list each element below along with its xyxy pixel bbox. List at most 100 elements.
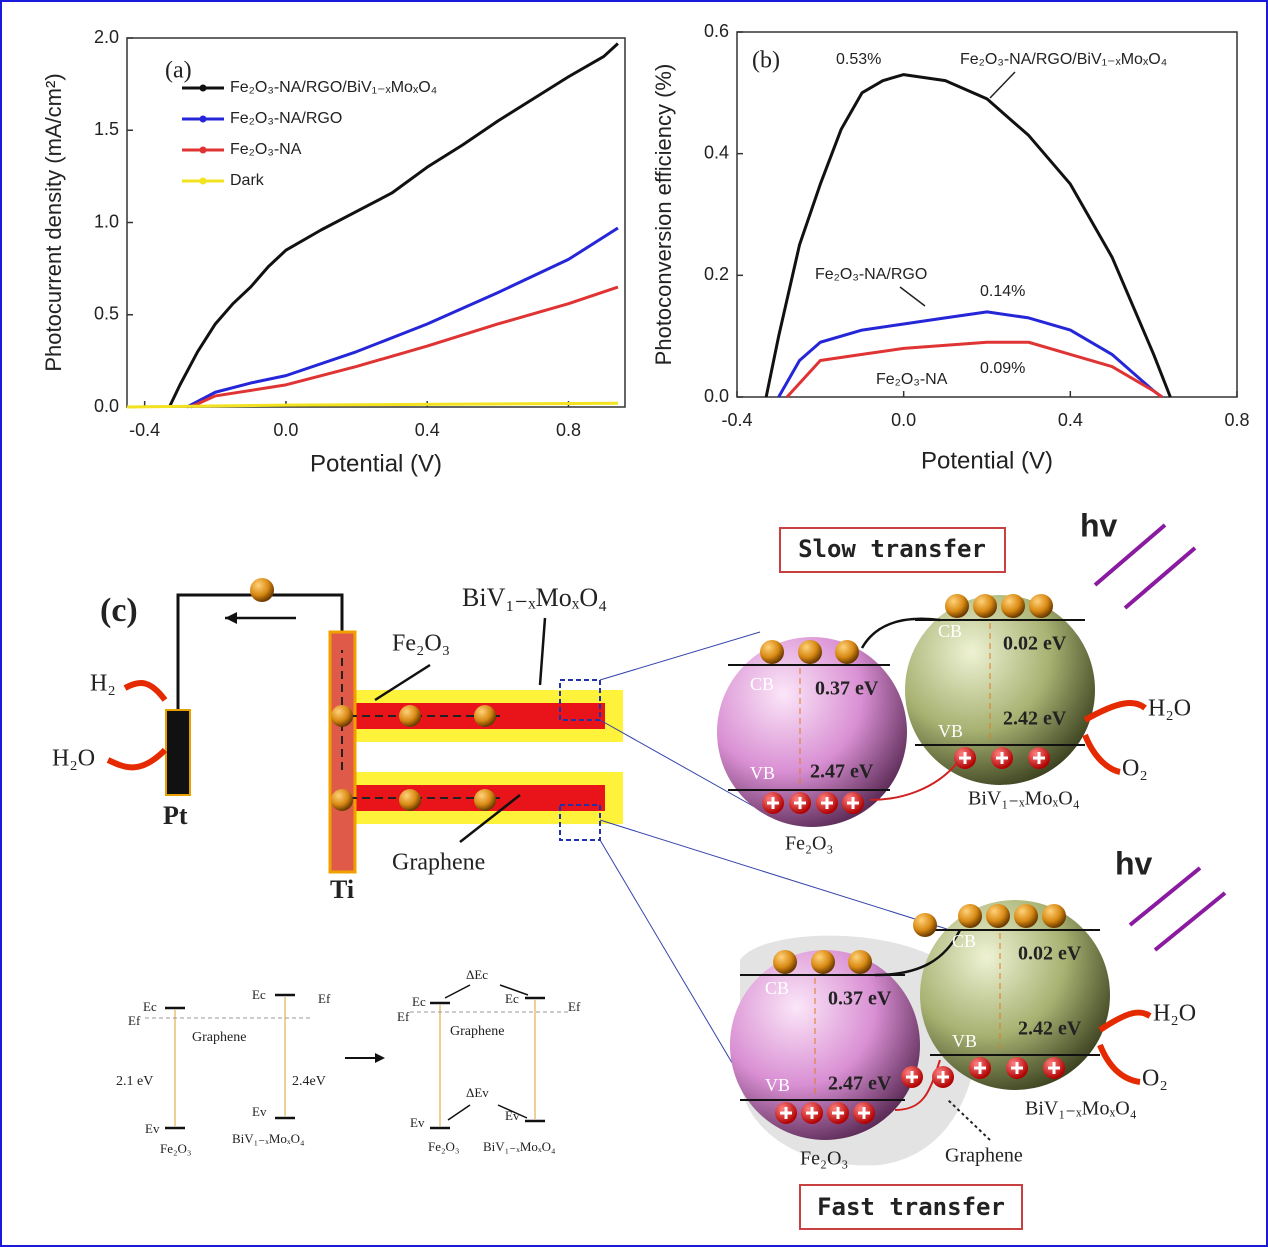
y-tick-label: 0.0 [94,396,119,416]
label: Ec [412,994,426,1009]
label: Ec [505,991,519,1006]
data-line [191,287,618,407]
y-tick-label: 1.0 [94,211,119,231]
label: Graphene [450,1024,504,1039]
electron [331,705,353,727]
electron [399,789,421,811]
y-axis-label: Photoconversion efficiency (%) [651,64,676,366]
legend-label: Fe₂O₃-NA/RGO [230,110,342,127]
charts: (a) (b) 0.53% Fe₂O₃-NA/RGO/BiV₁₋ₓMoₓO₄ F… [41,21,1250,478]
y-tick-label: 0.4 [704,142,729,162]
electron [1014,904,1038,928]
annotation: Fe₂O₃-NA/RGO/BiV₁₋ₓMoₓO₄ [960,51,1167,68]
panel-label: (c) [100,592,138,629]
x-axis-label: Potential (V) [310,450,442,477]
label: H₂O [52,746,95,772]
label: Graphene [192,1030,246,1045]
label: Fe₂O₃ [392,631,450,657]
label: Ev [252,1104,267,1119]
y-tick-label: 0.6 [704,21,729,41]
y-tick-label: 0.2 [704,264,729,284]
data-line [766,75,1170,397]
reaction-arrow [1100,1045,1140,1082]
label: H₂O [1153,1001,1196,1027]
legend-marker [200,116,207,123]
label: Graphene [945,1145,1023,1167]
electron [1001,594,1025,618]
arrow-head [225,612,237,624]
label: 2.47 eV [828,1073,892,1095]
legend-label: Fe₂O₃-NA [230,141,302,158]
x-tick-label: 0.0 [273,420,298,440]
x-tick-label: 0.4 [1058,410,1083,430]
electron [1029,594,1053,618]
annotation-arrow [990,72,1015,98]
label: Pt [163,801,188,830]
zoom-line [600,632,760,680]
electron [1042,904,1066,928]
wire [178,595,342,710]
y-tick-label: 0.5 [94,304,119,324]
label: Ev [145,1121,160,1136]
pointer [948,1100,990,1140]
label: Ev [505,1108,520,1123]
label: Slow transfer [798,535,986,563]
label: 2.42 eV [1018,1018,1082,1040]
x-tick-label: 0.4 [415,420,440,440]
legend-marker [200,178,207,185]
label: Fe₂O₃ [160,1141,191,1156]
x-tick-label: 0.8 [556,420,581,440]
label: O₂ [1122,756,1148,782]
label: VB [765,1075,790,1095]
band-labels: Ef Ec Graphene 2.1 eV Ev Fe₂O₃ Ec Ef 2.4… [116,967,581,1156]
label: BiV₁₋ₓMoₓO₄ [483,1139,556,1154]
label: BiV₁₋ₓMoₓO₄ [232,1131,305,1146]
label: VB [750,763,775,783]
label: BiV₁₋ₓMoₓO₄ [1025,1098,1137,1120]
zoom-line [600,820,950,930]
electron [973,594,997,618]
panel-label: (b) [752,48,780,74]
reaction-arrow [1085,735,1120,772]
annotation-arrow [900,287,925,306]
data-line [187,228,618,407]
figure: (a) (b) 0.53% Fe₂O₃-NA/RGO/BiV₁₋ₓMoₓO₄ F… [0,0,1268,1247]
pointer [540,618,545,685]
label: hv [1115,845,1153,881]
y-axis-label: Photocurrent density (mA/cm²) [41,73,66,371]
x-axis-label: Potential (V) [921,447,1053,474]
annotation: Fe₂O₃-NA/RGO [815,266,927,283]
label: hv [1080,507,1118,543]
electron [798,640,822,664]
electron [958,904,982,928]
label: O₂ [1142,1066,1168,1092]
label: CB [765,978,789,998]
x-tick-label: 0.0 [891,410,916,430]
label: Ti [330,875,354,904]
reaction-arrow [108,750,165,767]
panel-label: (a) [165,58,192,84]
label: CB [750,674,774,694]
electron [331,789,353,811]
annotation: 0.14% [980,283,1025,300]
electron [773,950,797,974]
diagram: (c) BiV₁₋ₓMoₓO₄ Fe₂O₃ H₂ H₂O Pt Ti Graph… [52,507,1225,1229]
y-tick-label: 2.0 [94,27,119,47]
gaps [175,997,535,1126]
electron [835,640,859,664]
label: 0.37 eV [815,678,879,700]
arrow-head [375,1053,385,1063]
label: 0.02 eV [1003,633,1067,655]
label: CB [938,621,962,641]
electron [474,705,496,727]
label: Fe₂O₃ [800,1148,848,1170]
pt-electrode [166,710,190,795]
label: Ef [568,999,581,1014]
legend-label: Fe₂O₃-NA/RGO/BiV₁₋ₓMoₓO₄ [230,79,437,96]
label: Ec [143,999,157,1014]
electron [811,950,835,974]
label: 2.47 eV [810,761,874,783]
label: Ev [410,1115,425,1130]
label: Fe₂O₃ [428,1139,459,1154]
reaction-arrow [125,683,165,700]
